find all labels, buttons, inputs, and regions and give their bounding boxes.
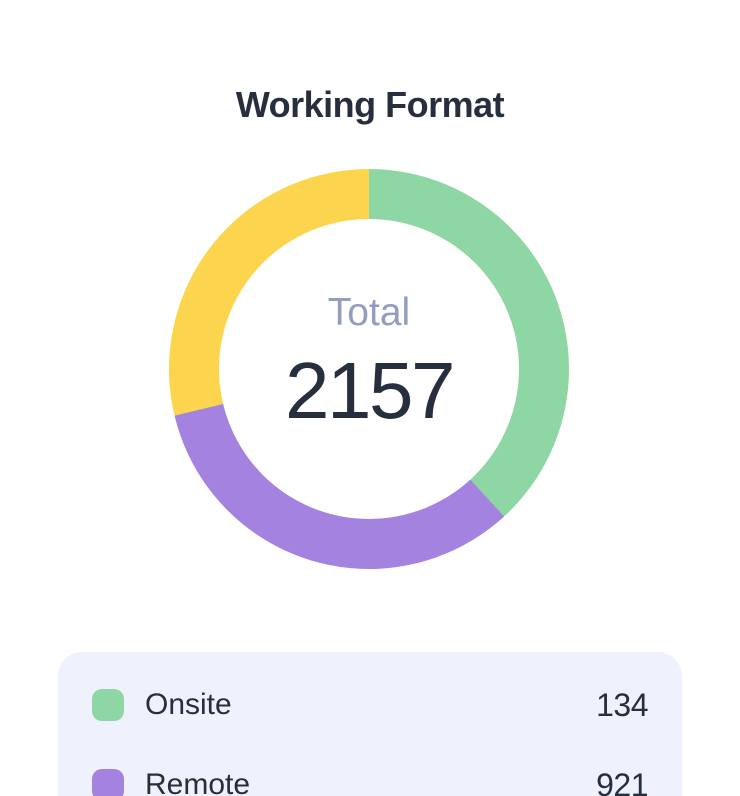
- legend-label: Onsite: [145, 688, 232, 721]
- legend-row-onsite[interactable]: Onsite 134: [92, 686, 648, 723]
- legend-card: Onsite 134 Remote 921: [58, 652, 682, 796]
- onsite-swatch-icon: [92, 689, 124, 721]
- legend-value: 134: [596, 686, 648, 723]
- donut-center-label: Total: [327, 291, 411, 334]
- widget-card: Working Format Total 2157 Onsite 134 Rem…: [10, 10, 730, 796]
- remote-swatch-icon: [92, 769, 124, 796]
- donut-chart[interactable]: Total 2157: [169, 169, 569, 569]
- page-title: Working Format: [235, 84, 505, 125]
- legend-row-remote[interactable]: Remote 921: [92, 766, 648, 796]
- donut-center-value: 2157: [285, 346, 455, 435]
- legend-label: Remote: [145, 768, 251, 796]
- legend-value: 921: [596, 766, 648, 796]
- donut-center: Total 2157: [219, 219, 519, 519]
